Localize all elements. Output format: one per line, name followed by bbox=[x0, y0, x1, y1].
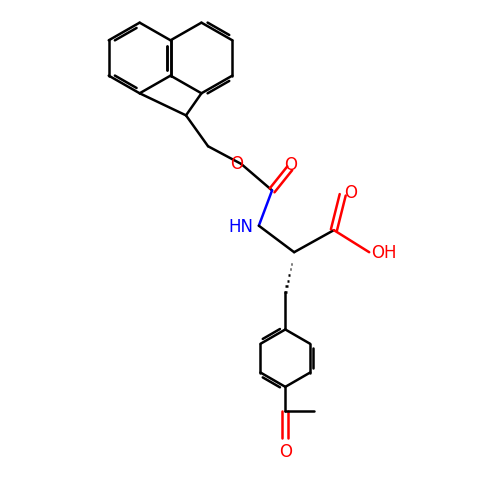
Text: O: O bbox=[344, 184, 357, 202]
Text: O: O bbox=[284, 156, 298, 174]
Text: O: O bbox=[279, 444, 292, 462]
Text: O: O bbox=[230, 155, 243, 173]
Text: HN: HN bbox=[228, 218, 253, 236]
Text: OH: OH bbox=[372, 244, 397, 262]
